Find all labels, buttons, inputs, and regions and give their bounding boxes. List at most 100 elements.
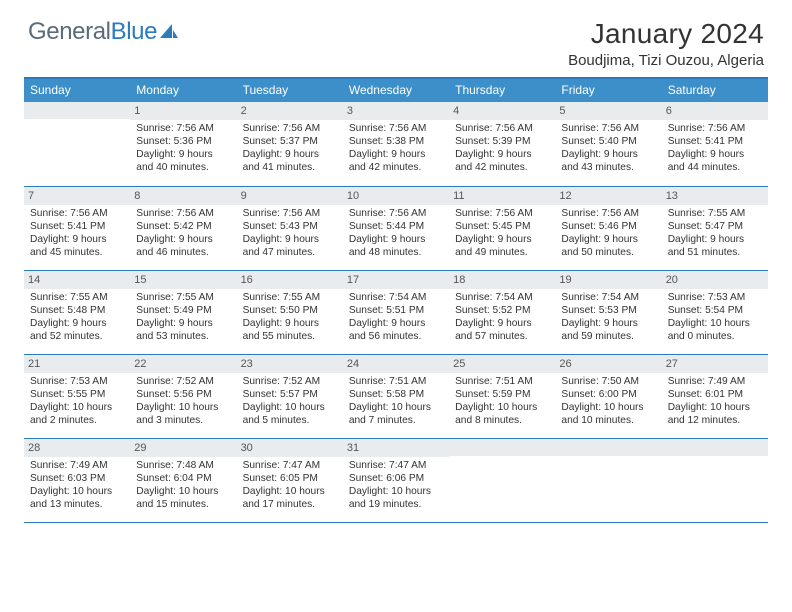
calendar-cell: 6 Sunrise: 7:56 AMSunset: 5:41 PMDaylight… (662, 102, 768, 186)
calendar-cell: 17 Sunrise: 7:54 AMSunset: 5:51 PMDayligh… (343, 270, 449, 354)
day-detail: Sunrise: 7:47 AMSunset: 6:05 PMDaylight:… (241, 459, 339, 511)
calendar-cell: 7 Sunrise: 7:56 AMSunset: 5:41 PMDaylight… (24, 186, 130, 270)
calendar-cell: 2 Sunrise: 7:56 AMSunset: 5:37 PMDaylight… (237, 102, 343, 186)
day-number: 30 (237, 439, 343, 457)
calendar-cell: 16Sunrise: 7:55 AMSunset: 5:50 PMDayligh… (237, 270, 343, 354)
calendar-cell (449, 438, 555, 522)
brand-sail-icon (159, 18, 179, 46)
calendar-cell: 14Sunrise: 7:55 AMSunset: 5:48 PMDayligh… (24, 270, 130, 354)
day-detail: Sunrise: 7:56 AMSunset: 5:41 PMDaylight:… (666, 122, 764, 174)
calendar-cell: 12Sunrise: 7:56 AMSunset: 5:46 PMDayligh… (555, 186, 661, 270)
weekday-header: Saturday (662, 78, 768, 102)
day-number: 1 (130, 102, 236, 120)
day-detail: Sunrise: 7:56 AMSunset: 5:42 PMDaylight:… (134, 207, 232, 259)
calendar-cell (24, 102, 130, 186)
day-number: 20 (662, 271, 768, 289)
calendar-table: SundayMondayTuesdayWednesdayThursdayFrid… (24, 77, 768, 523)
calendar-cell: 18 Sunrise: 7:54 AMSunset: 5:52 PMDayligh… (449, 270, 555, 354)
day-detail: Sunrise: 7:56 AMSunset: 5:45 PMDaylight:… (453, 207, 551, 259)
day-detail: Sunrise: 7:55 AMSunset: 5:47 PMDaylight:… (666, 207, 764, 259)
day-number: 11 (449, 187, 555, 205)
calendar-cell: 30 Sunrise: 7:47 AMSunset: 6:05 PMDayligh… (237, 438, 343, 522)
day-detail: Sunrise: 7:56 AMSunset: 5:41 PMDaylight:… (28, 207, 126, 259)
brand-part2: Blue (111, 18, 157, 46)
day-number: 4 (449, 102, 555, 120)
page-header: GeneralBlue January 2024 Boudjima, Tizi … (24, 18, 768, 69)
day-detail: Sunrise: 7:51 AMSunset: 5:58 PMDaylight:… (347, 375, 445, 427)
calendar-cell: 1 Sunrise: 7:56 AMSunset: 5:36 PMDaylight… (130, 102, 236, 186)
calendar-body: 1 Sunrise: 7:56 AMSunset: 5:36 PMDaylight… (24, 102, 768, 522)
calendar-cell (662, 438, 768, 522)
calendar-cell: 19 Sunrise: 7:54 AMSunset: 5:53 PMDayligh… (555, 270, 661, 354)
day-number: 24 (343, 355, 449, 373)
empty-day-header (24, 102, 130, 119)
day-detail: Sunrise: 7:49 AMSunset: 6:03 PMDaylight:… (28, 459, 126, 511)
day-number: 10 (343, 187, 449, 205)
day-detail: Sunrise: 7:52 AMSunset: 5:57 PMDaylight:… (241, 375, 339, 427)
weekday-header: Thursday (449, 78, 555, 102)
calendar-cell: 31 Sunrise: 7:47 AMSunset: 6:06 PMDayligh… (343, 438, 449, 522)
day-number: 17 (343, 271, 449, 289)
empty-day-header (662, 439, 768, 456)
day-detail: Sunrise: 7:52 AMSunset: 5:56 PMDaylight:… (134, 375, 232, 427)
weekday-header-row: SundayMondayTuesdayWednesdayThursdayFrid… (24, 78, 768, 102)
calendar-cell (555, 438, 661, 522)
brand-logo: GeneralBlue (28, 18, 179, 46)
day-number: 29 (130, 439, 236, 457)
day-detail: Sunrise: 7:56 AMSunset: 5:37 PMDaylight:… (241, 122, 339, 174)
day-number: 21 (24, 355, 130, 373)
day-number: 7 (24, 187, 130, 205)
calendar-cell: 27Sunrise: 7:49 AMSunset: 6:01 PMDayligh… (662, 354, 768, 438)
calendar-row: 7 Sunrise: 7:56 AMSunset: 5:41 PMDaylight… (24, 186, 768, 270)
day-detail: Sunrise: 7:55 AMSunset: 5:48 PMDaylight:… (28, 291, 126, 343)
day-detail: Sunrise: 7:54 AMSunset: 5:51 PMDaylight:… (347, 291, 445, 343)
empty-day-header (555, 439, 661, 456)
day-number: 16 (237, 271, 343, 289)
day-number: 22 (130, 355, 236, 373)
page-title: January 2024 (568, 18, 764, 50)
day-number: 18 (449, 271, 555, 289)
day-detail: Sunrise: 7:53 AMSunset: 5:55 PMDaylight:… (28, 375, 126, 427)
day-number: 25 (449, 355, 555, 373)
day-number: 5 (555, 102, 661, 120)
title-block: January 2024 Boudjima, Tizi Ouzou, Alger… (568, 18, 764, 69)
calendar-cell: 28Sunrise: 7:49 AMSunset: 6:03 PMDayligh… (24, 438, 130, 522)
empty-day-header (449, 439, 555, 456)
day-number: 15 (130, 271, 236, 289)
day-number: 9 (237, 187, 343, 205)
day-number: 6 (662, 102, 768, 120)
calendar-row: 21 Sunrise: 7:53 AMSunset: 5:55 PMDayligh… (24, 354, 768, 438)
weekday-header: Sunday (24, 78, 130, 102)
day-detail: Sunrise: 7:56 AMSunset: 5:38 PMDaylight:… (347, 122, 445, 174)
day-detail: Sunrise: 7:56 AMSunset: 5:36 PMDaylight:… (134, 122, 232, 174)
brand-part1: General (28, 18, 111, 46)
day-number: 8 (130, 187, 236, 205)
day-detail: Sunrise: 7:47 AMSunset: 6:06 PMDaylight:… (347, 459, 445, 511)
weekday-header: Friday (555, 78, 661, 102)
day-detail: Sunrise: 7:56 AMSunset: 5:44 PMDaylight:… (347, 207, 445, 259)
day-detail: Sunrise: 7:48 AMSunset: 6:04 PMDaylight:… (134, 459, 232, 511)
calendar-cell: 29 Sunrise: 7:48 AMSunset: 6:04 PMDayligh… (130, 438, 236, 522)
weekday-header: Monday (130, 78, 236, 102)
day-number: 12 (555, 187, 661, 205)
weekday-header: Wednesday (343, 78, 449, 102)
day-number: 19 (555, 271, 661, 289)
day-number: 31 (343, 439, 449, 457)
calendar-cell: 8 Sunrise: 7:56 AMSunset: 5:42 PMDaylight… (130, 186, 236, 270)
calendar-cell: 5 Sunrise: 7:56 AMSunset: 5:40 PMDaylight… (555, 102, 661, 186)
day-detail: Sunrise: 7:55 AMSunset: 5:49 PMDaylight:… (134, 291, 232, 343)
day-number: 2 (237, 102, 343, 120)
day-number: 27 (662, 355, 768, 373)
day-detail: Sunrise: 7:56 AMSunset: 5:43 PMDaylight:… (241, 207, 339, 259)
day-detail: Sunrise: 7:56 AMSunset: 5:40 PMDaylight:… (559, 122, 657, 174)
calendar-cell: 13Sunrise: 7:55 AMSunset: 5:47 PMDayligh… (662, 186, 768, 270)
calendar-row: 1 Sunrise: 7:56 AMSunset: 5:36 PMDaylight… (24, 102, 768, 186)
day-number: 23 (237, 355, 343, 373)
day-number: 26 (555, 355, 661, 373)
calendar-row: 28Sunrise: 7:49 AMSunset: 6:03 PMDayligh… (24, 438, 768, 522)
weekday-header: Tuesday (237, 78, 343, 102)
calendar-row: 14Sunrise: 7:55 AMSunset: 5:48 PMDayligh… (24, 270, 768, 354)
day-detail: Sunrise: 7:54 AMSunset: 5:53 PMDaylight:… (559, 291, 657, 343)
day-detail: Sunrise: 7:54 AMSunset: 5:52 PMDaylight:… (453, 291, 551, 343)
calendar-cell: 23 Sunrise: 7:52 AMSunset: 5:57 PMDayligh… (237, 354, 343, 438)
